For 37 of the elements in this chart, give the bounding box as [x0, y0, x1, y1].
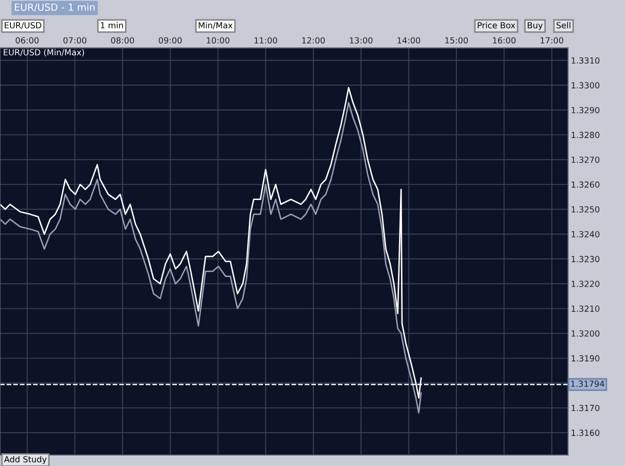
- text: Min/Max: [198, 22, 233, 30]
- y-tick-label: 1.3230: [572, 256, 600, 262]
- x-tick-label: 10:00: [206, 37, 230, 44]
- x-tick-label: 16:00: [493, 37, 516, 44]
- text: Add Study: [4, 456, 47, 464]
- y-tick-label: 1.3300: [572, 82, 600, 88]
- x-tick-label: 11:00: [254, 37, 278, 44]
- x-tick-label: 06:00: [16, 37, 39, 44]
- y-tick-label: 1.3270: [572, 156, 600, 163]
- y-tick-label: 1.3170: [572, 404, 600, 412]
- y-tick-label: 1.3290: [572, 106, 600, 114]
- y-tick-label: 1.3240: [572, 231, 600, 238]
- x-tick-label: 08:00: [111, 37, 134, 44]
- y-tick-label: 1.3310: [572, 57, 600, 64]
- y-tick-label: 1.3250: [572, 206, 600, 213]
- y-tick-label: 1.3260: [572, 181, 600, 188]
- x-tick-label: 13:00: [350, 37, 372, 44]
- text: EUR/USD: [4, 22, 42, 30]
- annotation: EUR/USD (Min/Max): [4, 48, 84, 56]
- y-tick-label: 1.3200: [572, 330, 600, 337]
- x-tick-label: 09:00: [158, 37, 182, 44]
- text: Sell: [556, 22, 570, 28]
- x-tick-label: 17:00: [540, 37, 564, 44]
- y-tick-label: 1.3280: [572, 132, 600, 138]
- text: Buy: [528, 22, 543, 30]
- y-tick-label: 1.3190: [572, 355, 600, 362]
- x-tick-label: 14:00: [398, 37, 420, 44]
- text: Price Box: [478, 22, 516, 28]
- y-tick-label: 1.3160: [572, 430, 600, 436]
- x-tick-label: 07:00: [63, 37, 86, 44]
- x-tick-label: 12:00: [302, 37, 325, 44]
- y-tick-label: 1.3210: [572, 306, 600, 312]
- x-tick-label: 15:00: [445, 37, 468, 44]
- text: 1 min: [100, 22, 123, 28]
- chart-title: EUR/USD - 1 min: [14, 3, 95, 12]
- ref-line-label: 1.31794: [571, 380, 604, 387]
- y-tick-label: 1.3220: [572, 280, 600, 288]
